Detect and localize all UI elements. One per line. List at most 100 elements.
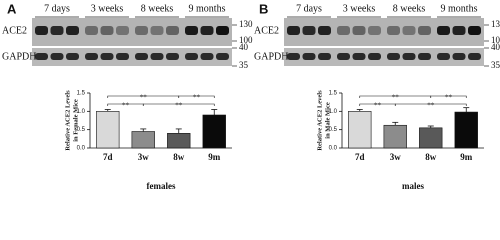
significance-bracket <box>394 103 467 106</box>
marker-label: 130 <box>491 19 500 29</box>
lane-label: 3 weeks <box>343 3 376 14</box>
x-tick-label: 8w <box>425 152 437 162</box>
row-label: GAPDH <box>2 51 36 62</box>
band-ace2 <box>418 26 431 35</box>
band-ace2 <box>452 26 466 35</box>
x-tick-label: 7d <box>103 152 113 162</box>
y-tick-label: 0.5 <box>77 127 86 133</box>
y-tick-label: 1.0 <box>77 109 86 115</box>
x-axis-label: males <box>402 181 424 191</box>
band-gapdh <box>135 53 148 60</box>
x-tick-label: 3w <box>390 152 402 162</box>
band-gapdh <box>368 53 381 60</box>
band-gapdh <box>185 53 198 60</box>
band-ace2 <box>85 26 98 35</box>
band-gapdh <box>216 53 229 60</box>
bar <box>454 111 478 149</box>
band-gapdh <box>50 53 64 60</box>
y-axis-label: in Male Mice <box>324 102 331 139</box>
y-axis-label: Relative ACE2 Levels <box>316 90 323 151</box>
x-tick-label: 9m <box>208 152 221 162</box>
band-ace2 <box>150 26 164 35</box>
marker-label: 40 <box>491 42 500 52</box>
blot-ace2 <box>32 18 232 46</box>
row-label: GAPDH <box>254 51 288 62</box>
band-ace2 <box>437 26 450 35</box>
band-ace2 <box>337 26 350 35</box>
y-axis-label: Relative ACE2 Levels <box>64 90 71 151</box>
band-gapdh <box>418 53 431 60</box>
y-tick-label: 0.5 <box>329 127 338 133</box>
band-gapdh <box>402 53 416 60</box>
band-ace2 <box>116 26 129 35</box>
band-ace2 <box>66 26 79 35</box>
band-ace2 <box>216 26 229 35</box>
significance-bracket <box>178 95 215 98</box>
bar <box>383 124 407 149</box>
significance-label: ** <box>122 102 130 110</box>
band-ace2 <box>287 26 300 35</box>
significance-label: ** <box>140 94 148 102</box>
band-gapdh <box>85 53 98 60</box>
band-gapdh <box>35 53 48 60</box>
significance-label: ** <box>175 102 183 110</box>
band-ace2 <box>50 26 64 35</box>
band-gapdh <box>100 53 114 60</box>
significance-label: ** <box>427 102 435 110</box>
marker-label: 100 <box>491 35 500 45</box>
band-ace2 <box>185 26 198 35</box>
blot-ace2 <box>284 18 484 46</box>
lane-label: 8 weeks <box>393 3 426 14</box>
band-ace2 <box>200 26 214 35</box>
band-gapdh <box>468 53 481 60</box>
band-gapdh <box>437 53 450 60</box>
bar <box>167 133 191 149</box>
band-ace2 <box>100 26 114 35</box>
lane-label: 9 months <box>441 3 478 14</box>
band-gapdh <box>318 53 331 60</box>
band-ace2 <box>166 26 179 35</box>
band-gapdh <box>287 53 300 60</box>
x-tick-label: 9m <box>460 152 473 162</box>
band-gapdh <box>116 53 129 60</box>
bar <box>131 131 155 149</box>
marker-label: 40 <box>239 42 249 52</box>
band-ace2 <box>468 26 481 35</box>
blot-gapdh <box>32 48 232 66</box>
x-axis-label: females <box>147 181 176 191</box>
bar <box>348 111 372 149</box>
y-axis-label: in Female Mice <box>72 99 79 142</box>
bar <box>419 127 443 149</box>
y-tick-label: 0.0 <box>77 146 86 152</box>
significance-bracket <box>430 95 467 98</box>
x-tick-label: 7d <box>355 152 365 162</box>
band-ace2 <box>35 26 48 35</box>
significance-bracket <box>142 103 215 106</box>
significance-label: ** <box>374 102 382 110</box>
band-ace2 <box>302 26 316 35</box>
lane-label: 3 weeks <box>91 3 124 14</box>
band-gapdh <box>200 53 214 60</box>
band-gapdh <box>166 53 179 60</box>
lane-label: 7 days <box>44 3 70 14</box>
x-tick-label: 8w <box>173 152 185 162</box>
lane-label: 9 months <box>189 3 226 14</box>
band-gapdh <box>66 53 79 60</box>
band-ace2 <box>402 26 416 35</box>
y-tick-label: 0.0 <box>329 146 338 152</box>
blot-gapdh <box>284 48 484 66</box>
panel-label: B <box>259 1 268 16</box>
band-gapdh <box>337 53 350 60</box>
band-gapdh <box>352 53 366 60</box>
row-label: ACE2 <box>2 25 27 36</box>
y-tick-label: 1.5 <box>77 91 86 97</box>
marker-label: 35 <box>239 60 249 70</box>
figure: A 7 days 3 weeks 8 weeks 9 months ACE2 GAPDH 13… <box>2 1 500 191</box>
band-ace2 <box>387 26 400 35</box>
bar <box>96 111 120 149</box>
band-ace2 <box>318 26 331 35</box>
lane-label: 7 days <box>296 3 322 14</box>
bar <box>202 114 226 149</box>
band-gapdh <box>302 53 316 60</box>
x-tick-label: 3w <box>138 152 150 162</box>
